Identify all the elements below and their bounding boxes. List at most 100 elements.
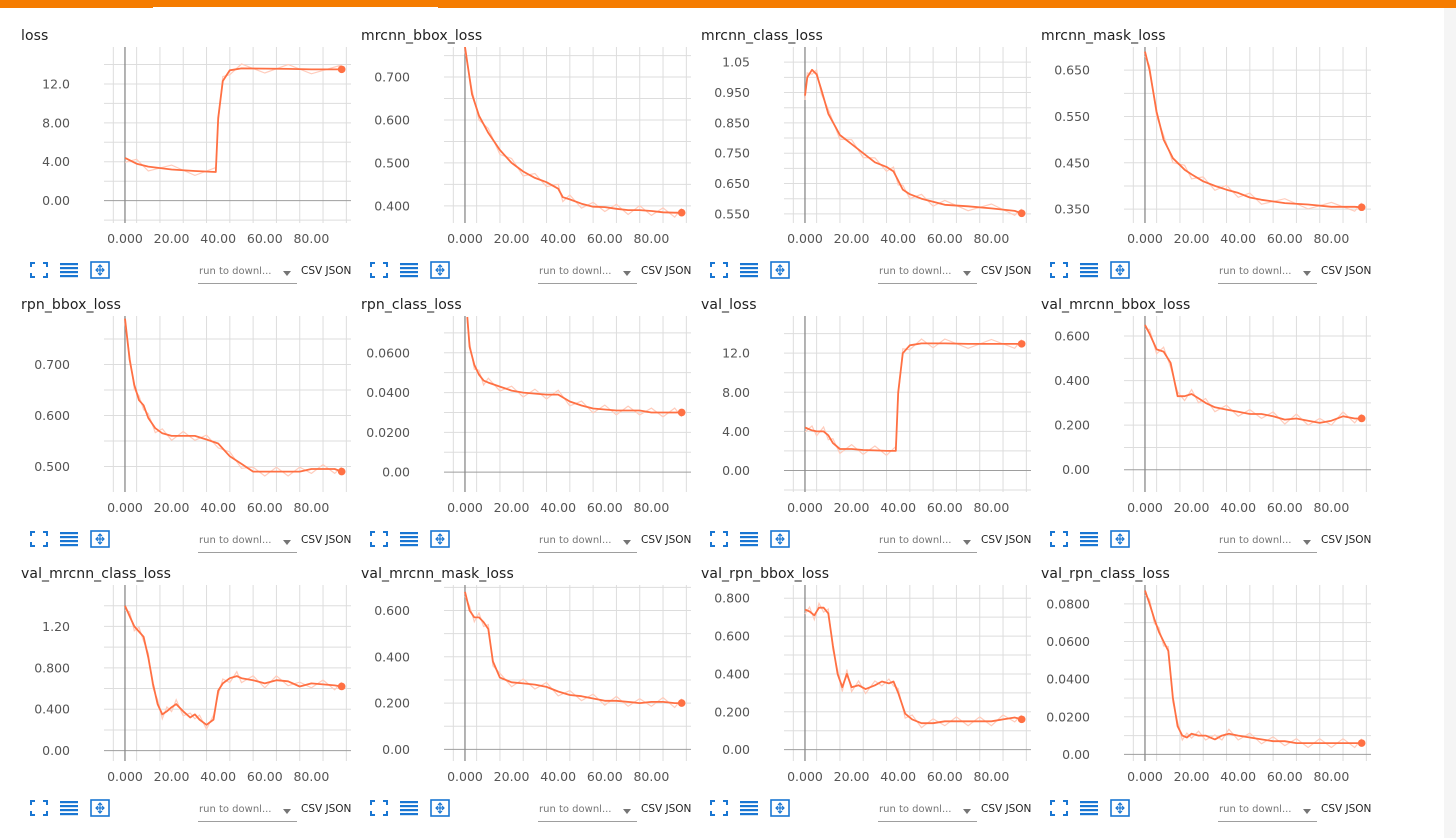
lines-icon[interactable]: [1078, 798, 1100, 818]
lines-icon[interactable]: [738, 798, 760, 818]
line-chart[interactable]: 0.00 0.0200 0.0400 0.0600 0.000 20.00 40.00 60.…: [360, 286, 700, 526]
x-tick-label: 0.000: [787, 231, 823, 246]
csv-download-link[interactable]: CSV: [641, 534, 663, 546]
lines-icon[interactable]: [58, 260, 80, 280]
csv-download-link[interactable]: CSV: [301, 534, 323, 546]
expand-icon[interactable]: [1048, 529, 1070, 549]
expand-icon[interactable]: [368, 529, 390, 549]
json-download-link[interactable]: JSON: [1345, 265, 1372, 277]
csv-download-link[interactable]: CSV: [981, 534, 1003, 546]
lines-icon[interactable]: [398, 798, 420, 818]
json-download-link[interactable]: JSON: [325, 534, 352, 546]
run-download-select[interactable]: run to downl...: [878, 799, 977, 822]
page-scrollbar-track[interactable]: [1444, 8, 1456, 838]
run-download-select[interactable]: run to downl...: [538, 530, 637, 553]
expand-icon[interactable]: [28, 529, 50, 549]
expand-icon[interactable]: [368, 260, 390, 280]
run-download-select[interactable]: run to downl...: [1218, 530, 1317, 553]
smoothed-series-line: [124, 318, 343, 473]
line-chart[interactable]: 0.350 0.450 0.550 0.650 0.000 20.00 40.00 60.00…: [1040, 17, 1380, 257]
fit-domain-icon[interactable]: [1109, 260, 1131, 280]
x-tick-label: 0.000: [447, 769, 483, 784]
lines-icon[interactable]: [398, 529, 420, 549]
run-download-select[interactable]: run to downl...: [878, 530, 977, 553]
run-download-select[interactable]: run to downl...: [538, 799, 637, 822]
csv-download-link[interactable]: CSV: [641, 803, 663, 815]
fit-domain-icon[interactable]: [89, 260, 111, 280]
json-download-link[interactable]: JSON: [1345, 803, 1372, 815]
json-download-link[interactable]: JSON: [1005, 803, 1032, 815]
raw-series-line: [124, 322, 343, 477]
json-download-link[interactable]: JSON: [665, 534, 692, 546]
expand-icon[interactable]: [1048, 260, 1070, 280]
csv-download-link[interactable]: CSV: [1321, 803, 1343, 815]
x-tick-label: 0.000: [1127, 500, 1163, 515]
json-download-link[interactable]: JSON: [1005, 534, 1032, 546]
run-download-select[interactable]: run to downl...: [198, 799, 297, 822]
json-download-link[interactable]: JSON: [665, 803, 692, 815]
y-tick-label: 0.400: [1054, 373, 1090, 388]
line-chart[interactable]: 0.400 0.500 0.600 0.700 0.000 20.00 40.00 60.00…: [360, 17, 700, 257]
fit-domain-icon[interactable]: [429, 529, 451, 549]
expand-icon[interactable]: [1048, 798, 1070, 818]
line-chart[interactable]: 0.500 0.600 0.700 0.000 20.00 40.00 60.00 80.00: [20, 286, 360, 526]
expand-icon[interactable]: [708, 798, 730, 818]
fit-domain-icon[interactable]: [429, 798, 451, 818]
csv-download-link[interactable]: CSV: [301, 265, 323, 277]
run-download-select[interactable]: run to downl...: [538, 261, 637, 284]
run-download-select[interactable]: run to downl...: [1218, 261, 1317, 284]
dropdown-arrow-icon: [623, 809, 631, 814]
csv-download-link[interactable]: CSV: [1321, 534, 1343, 546]
fit-domain-icon[interactable]: [89, 529, 111, 549]
line-chart[interactable]: 0.00 0.0200 0.0400 0.0600 0.0800 0.000 20.00 40…: [1040, 555, 1380, 795]
fit-domain-icon[interactable]: [89, 798, 111, 818]
fit-domain-icon[interactable]: [769, 529, 791, 549]
line-chart[interactable]: 0.00 0.200 0.400 0.600 0.000 20.00 40.00 60.00 8…: [1040, 286, 1380, 526]
x-tick-label: 0.000: [107, 769, 143, 784]
json-download-link[interactable]: JSON: [1345, 534, 1372, 546]
lines-icon[interactable]: [58, 529, 80, 549]
expand-icon[interactable]: [368, 798, 390, 818]
run-download-select[interactable]: run to downl...: [878, 261, 977, 284]
line-chart[interactable]: 0.550 0.650 0.750 0.850 0.950 1.05 0.000 20.00 4…: [700, 17, 1040, 257]
csv-download-link[interactable]: CSV: [1321, 265, 1343, 277]
y-tick-label: 0.600: [1054, 329, 1090, 344]
line-chart[interactable]: 0.00 0.400 0.800 1.20 0.000 20.00 40.00 60.00 80…: [20, 555, 360, 795]
fit-domain-icon[interactable]: [769, 260, 791, 280]
chart-title: loss: [21, 28, 49, 44]
json-download-link[interactable]: JSON: [325, 265, 352, 277]
line-chart[interactable]: 0.00 4.00 8.00 12.0 0.000 20.00 40.00 60.00 80.0…: [20, 17, 360, 257]
fit-domain-icon[interactable]: [769, 798, 791, 818]
run-download-select[interactable]: run to downl...: [1218, 799, 1317, 822]
lines-icon[interactable]: [738, 260, 760, 280]
csv-download-link[interactable]: CSV: [641, 265, 663, 277]
run-download-select[interactable]: run to downl...: [198, 530, 297, 553]
lines-icon[interactable]: [1078, 529, 1100, 549]
csv-download-link[interactable]: CSV: [981, 803, 1003, 815]
run-download-select[interactable]: run to downl...: [198, 261, 297, 284]
fit-domain-icon[interactable]: [429, 260, 451, 280]
line-chart[interactable]: 0.00 4.00 8.00 12.0 0.000 20.00 40.00 60.00 80.0…: [700, 286, 1040, 526]
x-tick-label: 80.00: [633, 231, 669, 246]
expand-icon[interactable]: [28, 260, 50, 280]
download-links: CSV JSON: [301, 803, 351, 815]
json-download-link[interactable]: JSON: [665, 265, 692, 277]
lines-icon[interactable]: [1078, 260, 1100, 280]
lines-icon[interactable]: [398, 260, 420, 280]
line-chart[interactable]: 0.00 0.200 0.400 0.600 0.000 20.00 40.00 60.00 8…: [360, 555, 700, 795]
expand-icon[interactable]: [28, 798, 50, 818]
json-download-link[interactable]: JSON: [325, 803, 352, 815]
expand-icon[interactable]: [708, 529, 730, 549]
x-tick-label: 80.00: [973, 500, 1009, 515]
fit-domain-icon[interactable]: [1109, 529, 1131, 549]
csv-download-link[interactable]: CSV: [301, 803, 323, 815]
expand-icon[interactable]: [708, 260, 730, 280]
fit-domain-icon[interactable]: [1109, 798, 1131, 818]
last-point-marker: [337, 65, 346, 74]
csv-download-link[interactable]: CSV: [981, 265, 1003, 277]
lines-icon[interactable]: [58, 798, 80, 818]
line-chart[interactable]: 0.00 0.200 0.400 0.600 0.800 0.000 20.00 40.00 6…: [700, 555, 1040, 795]
lines-icon[interactable]: [738, 529, 760, 549]
json-download-link[interactable]: JSON: [1005, 265, 1032, 277]
run-select-label: run to downl...: [879, 266, 952, 277]
